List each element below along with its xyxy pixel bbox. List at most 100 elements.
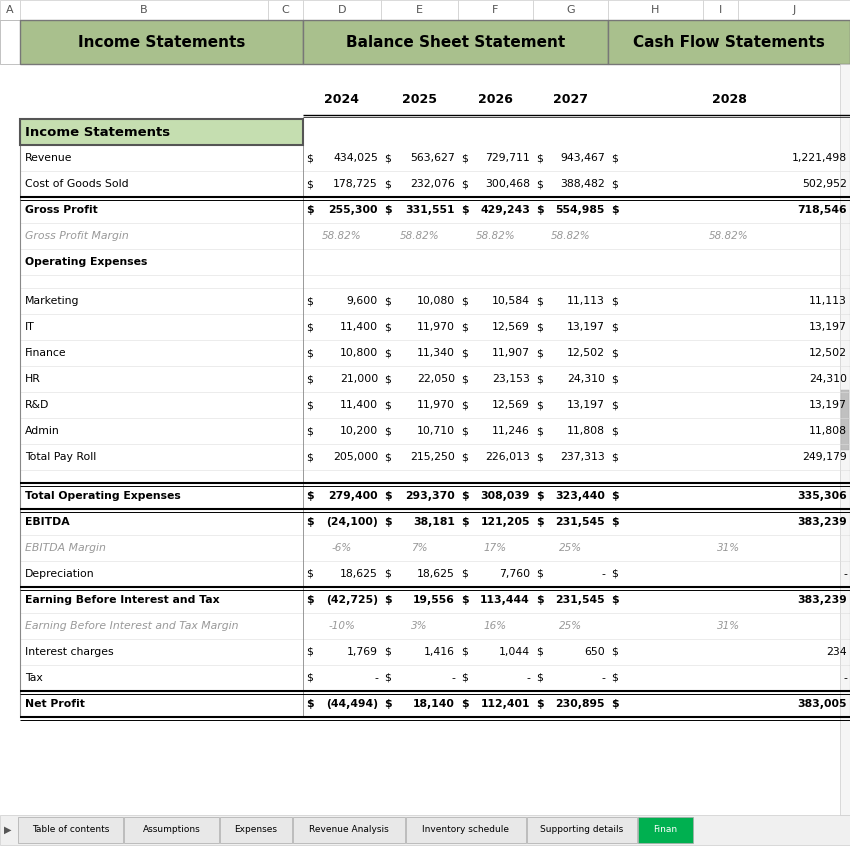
Text: 279,400: 279,400 — [328, 491, 378, 501]
Text: 2026: 2026 — [478, 93, 513, 106]
Bar — [841, 390, 849, 450]
Text: 308,039: 308,039 — [480, 491, 530, 501]
Text: $: $ — [611, 348, 618, 358]
Text: $: $ — [611, 647, 618, 657]
Bar — [20, 20, 303, 64]
Text: 112,401: 112,401 — [480, 699, 530, 709]
Text: C: C — [281, 5, 289, 15]
Text: $: $ — [306, 205, 314, 215]
Text: 232,076: 232,076 — [410, 179, 455, 189]
Text: 335,306: 335,306 — [797, 491, 847, 501]
Text: 205,000: 205,000 — [332, 452, 378, 462]
Text: Tax: Tax — [25, 673, 42, 683]
Text: 10,200: 10,200 — [340, 426, 378, 436]
Text: $: $ — [384, 179, 391, 189]
Bar — [840, 64, 850, 815]
Text: Income Statements: Income Statements — [78, 35, 245, 49]
Text: Table of contents: Table of contents — [31, 825, 109, 835]
Text: $: $ — [536, 452, 543, 462]
Text: 231,545: 231,545 — [555, 517, 605, 527]
Text: $: $ — [461, 452, 468, 462]
Text: $: $ — [461, 374, 468, 384]
Text: 563,627: 563,627 — [411, 153, 455, 163]
Text: 215,250: 215,250 — [410, 452, 455, 462]
Text: 943,467: 943,467 — [560, 153, 605, 163]
Text: 650: 650 — [584, 647, 605, 657]
Text: HR: HR — [25, 374, 41, 384]
Text: -: - — [451, 673, 455, 683]
Bar — [738, 0, 850, 20]
Text: 11,400: 11,400 — [340, 322, 378, 332]
Text: E: E — [416, 5, 423, 15]
Text: Earning Before Interest and Tax: Earning Before Interest and Tax — [25, 595, 219, 605]
Text: 58.82%: 58.82% — [400, 231, 439, 241]
Text: $: $ — [611, 673, 618, 683]
Text: Admin: Admin — [25, 426, 60, 436]
Text: -: - — [843, 673, 847, 683]
Text: $: $ — [536, 322, 543, 332]
Text: 17%: 17% — [484, 543, 507, 553]
Text: I: I — [719, 5, 722, 15]
Text: $: $ — [306, 374, 313, 384]
Text: 7,760: 7,760 — [499, 569, 530, 579]
Text: $: $ — [384, 673, 391, 683]
Bar — [0, 0, 20, 20]
Bar — [220, 817, 292, 843]
Text: F: F — [492, 5, 499, 15]
Text: 293,370: 293,370 — [405, 491, 455, 501]
Text: 231,545: 231,545 — [555, 595, 605, 605]
Text: 300,468: 300,468 — [485, 179, 530, 189]
Bar — [0, 815, 850, 845]
Text: $: $ — [306, 296, 313, 306]
Text: 16%: 16% — [484, 621, 507, 631]
Text: 11,970: 11,970 — [417, 400, 455, 410]
Text: $: $ — [461, 205, 468, 215]
Text: 178,725: 178,725 — [333, 179, 378, 189]
Text: $: $ — [461, 179, 468, 189]
Text: 9,600: 9,600 — [347, 296, 378, 306]
Text: $: $ — [536, 491, 544, 501]
Text: Revenue: Revenue — [25, 153, 72, 163]
Text: 18,625: 18,625 — [340, 569, 378, 579]
Text: 22,050: 22,050 — [416, 374, 455, 384]
Text: $: $ — [461, 491, 468, 501]
Bar — [638, 817, 693, 843]
Text: Gross Profit Margin: Gross Profit Margin — [25, 231, 128, 241]
Text: $: $ — [384, 595, 392, 605]
Text: Cost of Goods Sold: Cost of Goods Sold — [25, 179, 128, 189]
Bar — [20, 119, 303, 145]
Bar — [533, 0, 608, 20]
Text: Total Pay Roll: Total Pay Roll — [25, 452, 96, 462]
Text: -10%: -10% — [329, 621, 355, 631]
Text: -: - — [601, 673, 605, 683]
Text: 429,243: 429,243 — [480, 205, 530, 215]
Text: 234: 234 — [826, 647, 847, 657]
Bar — [0, 20, 20, 64]
Text: 434,025: 434,025 — [333, 153, 378, 163]
Text: $: $ — [306, 491, 314, 501]
Text: B: B — [140, 5, 148, 15]
Text: $: $ — [306, 595, 314, 605]
Text: 11,907: 11,907 — [492, 348, 530, 358]
Text: $: $ — [611, 153, 618, 163]
Text: (42,725): (42,725) — [326, 595, 378, 605]
Text: $: $ — [536, 205, 544, 215]
Bar — [703, 0, 738, 20]
Text: -6%: -6% — [332, 543, 352, 553]
Text: $: $ — [384, 348, 391, 358]
Text: $: $ — [611, 400, 618, 410]
Text: 1,221,498: 1,221,498 — [792, 153, 847, 163]
Text: $: $ — [384, 205, 392, 215]
Text: Balance Sheet Statement: Balance Sheet Statement — [346, 35, 565, 49]
Text: $: $ — [461, 699, 468, 709]
Text: -: - — [374, 673, 378, 683]
Text: $: $ — [461, 296, 468, 306]
Text: $: $ — [384, 647, 391, 657]
Text: $: $ — [611, 426, 618, 436]
Text: 21,000: 21,000 — [340, 374, 378, 384]
Text: $: $ — [536, 517, 544, 527]
Text: (44,494): (44,494) — [326, 699, 378, 709]
Text: 729,711: 729,711 — [485, 153, 530, 163]
Text: 121,205: 121,205 — [480, 517, 530, 527]
Text: 10,710: 10,710 — [416, 426, 455, 436]
